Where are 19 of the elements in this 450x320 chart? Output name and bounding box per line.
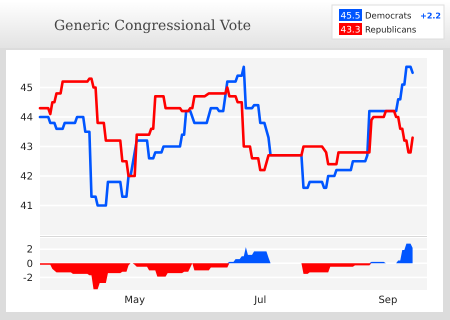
y-tick-label: 43 [20, 142, 33, 153]
text: 45.5 [340, 12, 361, 22]
line-series [38, 77, 414, 178]
y-tick-label: 41 [20, 201, 33, 212]
text: +2.2 [420, 12, 441, 20]
legend-label: Democrats [365, 12, 412, 22]
text: 43.3 [340, 26, 361, 36]
y-tick-label: 42 [20, 172, 33, 182]
y-tick-label: 44 [20, 112, 33, 124]
chart-title: Generic Congressional Vote [54, 18, 252, 34]
x-tick-label: Sep [378, 295, 398, 306]
x-tick-label: Jul [253, 295, 266, 306]
y-tick-label: -2 [23, 272, 33, 284]
y-tick-label: 2 [26, 244, 33, 256]
x-tick-label: May [124, 295, 146, 306]
y-tick-label: 0 [26, 258, 33, 270]
line-series [38, 66, 414, 207]
y-tick-label: 45 [20, 83, 33, 94]
legend-label: Republicans [365, 26, 417, 36]
